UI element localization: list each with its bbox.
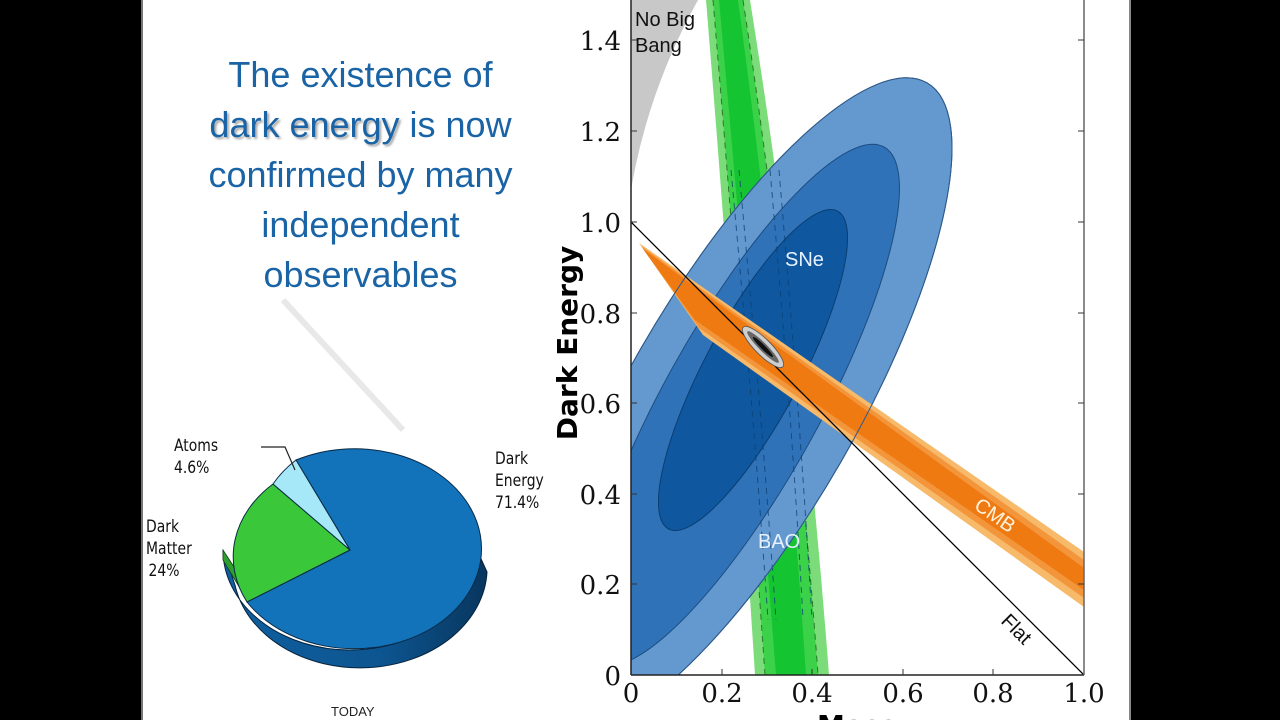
y-tick-0: 0 — [604, 662, 621, 692]
pie-slice-atoms — [272, 459, 351, 551]
x-tick-0.8: 0.8 — [972, 679, 1013, 709]
pie-label-atoms: Atoms 4.6% — [174, 435, 218, 479]
y-tick-0.6: 0.6 — [580, 390, 621, 420]
y-tick-0.2: 0.2 — [580, 571, 621, 601]
label-no-big-bang-1: No Big — [635, 9, 695, 31]
pie-label-dark-matter-value: 24% — [148, 561, 180, 581]
label-flat: Flat — [996, 610, 1035, 649]
slide: The existence of dark energy is now conf… — [141, 0, 1131, 720]
y-ticks — [631, 39, 1084, 585]
y-tick-0.4: 0.4 — [580, 481, 621, 511]
combined-ellipse — [742, 326, 784, 368]
headline-line-4: independent — [261, 204, 460, 245]
label-bao: BAO — [758, 531, 800, 553]
pie-label-dark-energy-line2: Energy — [495, 471, 544, 491]
pie-top — [232, 448, 482, 650]
pie-label-dark-matter-line1: Dark — [146, 517, 180, 537]
y-tick-0.8: 0.8 — [580, 300, 621, 330]
label-no-big-bang-2: Bang — [635, 35, 682, 57]
cosmology-plot: 0 0.2 0.4 0.6 0.8 1.0 1.2 1.4 0 0.2 0.4 … — [551, 0, 1105, 720]
headline-line-5: observables — [263, 254, 458, 295]
pie-label-dark-energy-line1: Dark — [495, 449, 529, 469]
x-tick-0.4: 0.4 — [791, 679, 832, 709]
pie-slice-dark-matter — [232, 483, 351, 603]
x-tick-0: 0 — [623, 679, 640, 709]
pie-chart — [222, 446, 488, 669]
x-tick-0.2: 0.2 — [701, 679, 742, 709]
decorative-shadow — [280, 297, 406, 433]
headline-emphasis: dark energy — [209, 104, 400, 145]
x-ticks — [721, 669, 994, 675]
pie-slice-dark-energy — [246, 448, 482, 650]
headline: The existence of dark energy is now conf… — [173, 50, 548, 300]
atoms-leader-line — [261, 446, 296, 471]
pie-caption: TODAY — [331, 704, 375, 719]
headline-line-1: The existence of — [228, 54, 493, 95]
x-tick-1.0: 1.0 — [1063, 679, 1104, 709]
y-tick-1.0: 1.0 — [580, 209, 621, 239]
y-axis-title: Dark Energy — [551, 246, 584, 440]
pie-label-dark-matter-line2: Matter — [146, 539, 192, 559]
pie-label-dark-matter: Dark Matter 24% — [146, 516, 192, 582]
pie-label-dark-energy: Dark Energy 71.4% — [495, 448, 544, 514]
y-tick-1.2: 1.2 — [580, 118, 621, 148]
headline-line-3: confirmed by many — [208, 154, 513, 195]
headline-line-2-rest: is now — [399, 104, 512, 145]
label-sne: SNe — [785, 249, 824, 271]
pie-label-atoms-name: Atoms — [174, 436, 219, 456]
pie-label-dark-energy-value: 71.4% — [495, 493, 540, 513]
no-big-bang-region — [631, 0, 698, 190]
pie-label-atoms-value: 4.6% — [174, 458, 210, 478]
headline-line-2: dark energy is now — [173, 100, 548, 150]
x-tick-0.6: 0.6 — [882, 679, 923, 709]
flat-line — [631, 221, 1084, 675]
y-tick-1.4: 1.4 — [580, 27, 621, 57]
x-axis-title: Mass — [817, 709, 897, 720]
